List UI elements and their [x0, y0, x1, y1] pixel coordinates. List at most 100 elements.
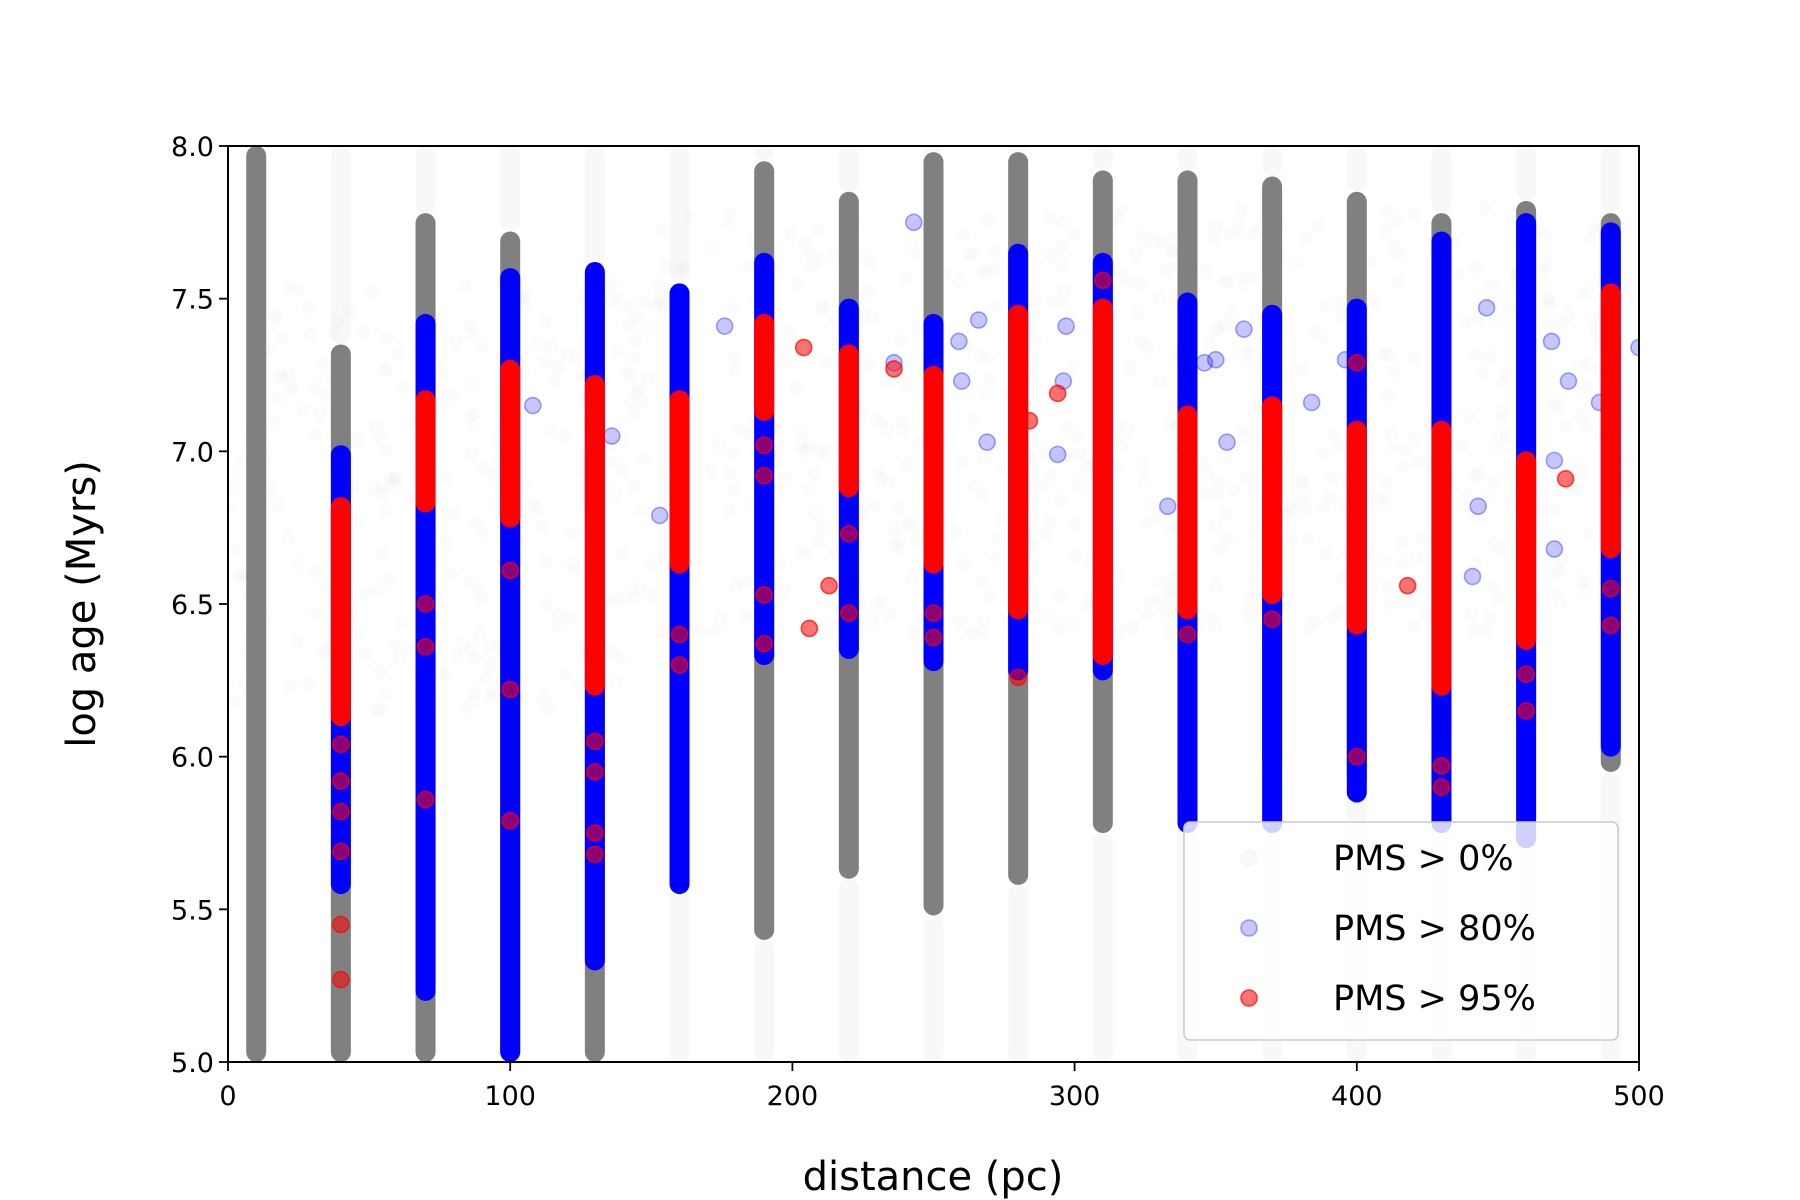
y-axis: 5.0 5.5 6.0 6.5 7.0 7.5 8.0	[171, 132, 228, 1079]
cloud-point	[1406, 351, 1421, 366]
cloud-point	[741, 497, 756, 512]
cloud-point	[378, 502, 393, 517]
cloud-point	[1294, 476, 1309, 491]
cloud-point	[330, 313, 345, 328]
cloud-point	[1111, 416, 1126, 431]
data-point	[924, 604, 943, 622]
series-column-tail	[754, 939, 775, 1062]
cloud-point	[1493, 543, 1508, 558]
cloud-point	[910, 535, 925, 550]
cloud-point	[1114, 268, 1129, 283]
cloud-point	[903, 235, 918, 250]
cloud-point	[954, 454, 969, 469]
cloud-point	[995, 461, 1010, 476]
cloud-point	[433, 396, 448, 411]
cloud-point	[1537, 229, 1552, 244]
data-point	[924, 628, 943, 647]
cloud-point	[1203, 610, 1218, 625]
cloud-point	[546, 373, 561, 388]
cloud-point	[1499, 429, 1514, 444]
cloud-point	[1294, 362, 1309, 377]
cloud-point	[444, 567, 459, 582]
cloud-point	[1554, 551, 1569, 566]
cloud-point	[893, 334, 908, 349]
data-point	[952, 372, 971, 390]
cloud-point	[784, 226, 799, 241]
cloud-point	[981, 214, 996, 229]
cloud-point	[1279, 508, 1294, 523]
cloud-point	[366, 481, 381, 496]
cloud-point	[1322, 490, 1337, 505]
cloud-point	[1042, 468, 1057, 483]
cloud-point	[1121, 275, 1136, 290]
cloud-point	[572, 679, 587, 694]
cloud-point	[732, 422, 747, 437]
cloud-point	[906, 626, 921, 641]
cloud-point	[538, 555, 553, 570]
data-point	[1263, 610, 1281, 629]
cloud-point	[994, 510, 1009, 525]
cloud-point	[624, 583, 639, 598]
cloud-point	[1111, 460, 1126, 475]
cloud-point	[271, 392, 286, 407]
cloud-point	[359, 585, 374, 600]
cloud-point	[517, 477, 532, 492]
cloud-point	[776, 581, 791, 596]
cloud-point	[1565, 457, 1580, 472]
data-point	[1469, 497, 1487, 516]
cloud-point	[1538, 263, 1553, 278]
cloud-point	[1379, 204, 1394, 219]
cloud-point	[1152, 292, 1167, 307]
cloud-point	[1583, 231, 1598, 246]
cloud-point	[728, 580, 743, 595]
cloud-point	[1589, 328, 1604, 343]
cloud-point	[284, 378, 299, 393]
cloud-point	[637, 295, 652, 310]
cloud-point	[635, 394, 650, 409]
cloud-point	[1061, 449, 1076, 464]
cloud-point	[1316, 499, 1331, 514]
cloud-point	[874, 471, 889, 486]
cloud-point	[455, 636, 470, 651]
data-point	[1545, 451, 1564, 470]
cloud-point	[565, 526, 580, 541]
cloud-point	[438, 667, 453, 682]
data-point	[1235, 320, 1253, 339]
cloud-point	[1025, 578, 1040, 593]
cloud-point	[1123, 620, 1138, 635]
cloud-point	[1581, 284, 1596, 299]
cloud-point	[1166, 230, 1181, 245]
cloud-point	[1081, 592, 1096, 607]
cloud-point	[705, 239, 720, 254]
cloud-point	[1067, 227, 1082, 242]
cloud-point	[986, 244, 1001, 259]
cloud-point	[973, 348, 988, 363]
data-point	[1601, 341, 1620, 360]
data-point	[1559, 372, 1578, 390]
cloud-point	[627, 352, 642, 367]
cloud-point	[543, 422, 558, 437]
cloud-point	[1542, 300, 1557, 315]
series-column-tail	[415, 146, 436, 214]
cloud-point	[1296, 491, 1311, 506]
cloud-point	[432, 367, 447, 382]
series-column-tail	[923, 146, 944, 153]
cloud-point	[1154, 234, 1169, 249]
cloud-point	[606, 296, 621, 311]
cloud-point	[808, 506, 823, 521]
cloud-point	[1461, 409, 1476, 424]
cloud-point	[1218, 317, 1233, 332]
cloud-point	[648, 297, 663, 312]
cloud-point	[677, 260, 692, 275]
cloud-point	[1231, 221, 1246, 236]
cloud-point	[1071, 477, 1086, 492]
legend-box	[1183, 821, 1619, 1041]
cloud-point	[1114, 440, 1129, 455]
cloud-point	[535, 520, 550, 535]
cloud-point	[394, 614, 409, 629]
cloud-point	[704, 461, 719, 476]
cloud-point	[375, 546, 390, 561]
cloud-point	[302, 299, 317, 314]
series-column	[1516, 451, 1537, 650]
cloud-point	[377, 362, 392, 377]
